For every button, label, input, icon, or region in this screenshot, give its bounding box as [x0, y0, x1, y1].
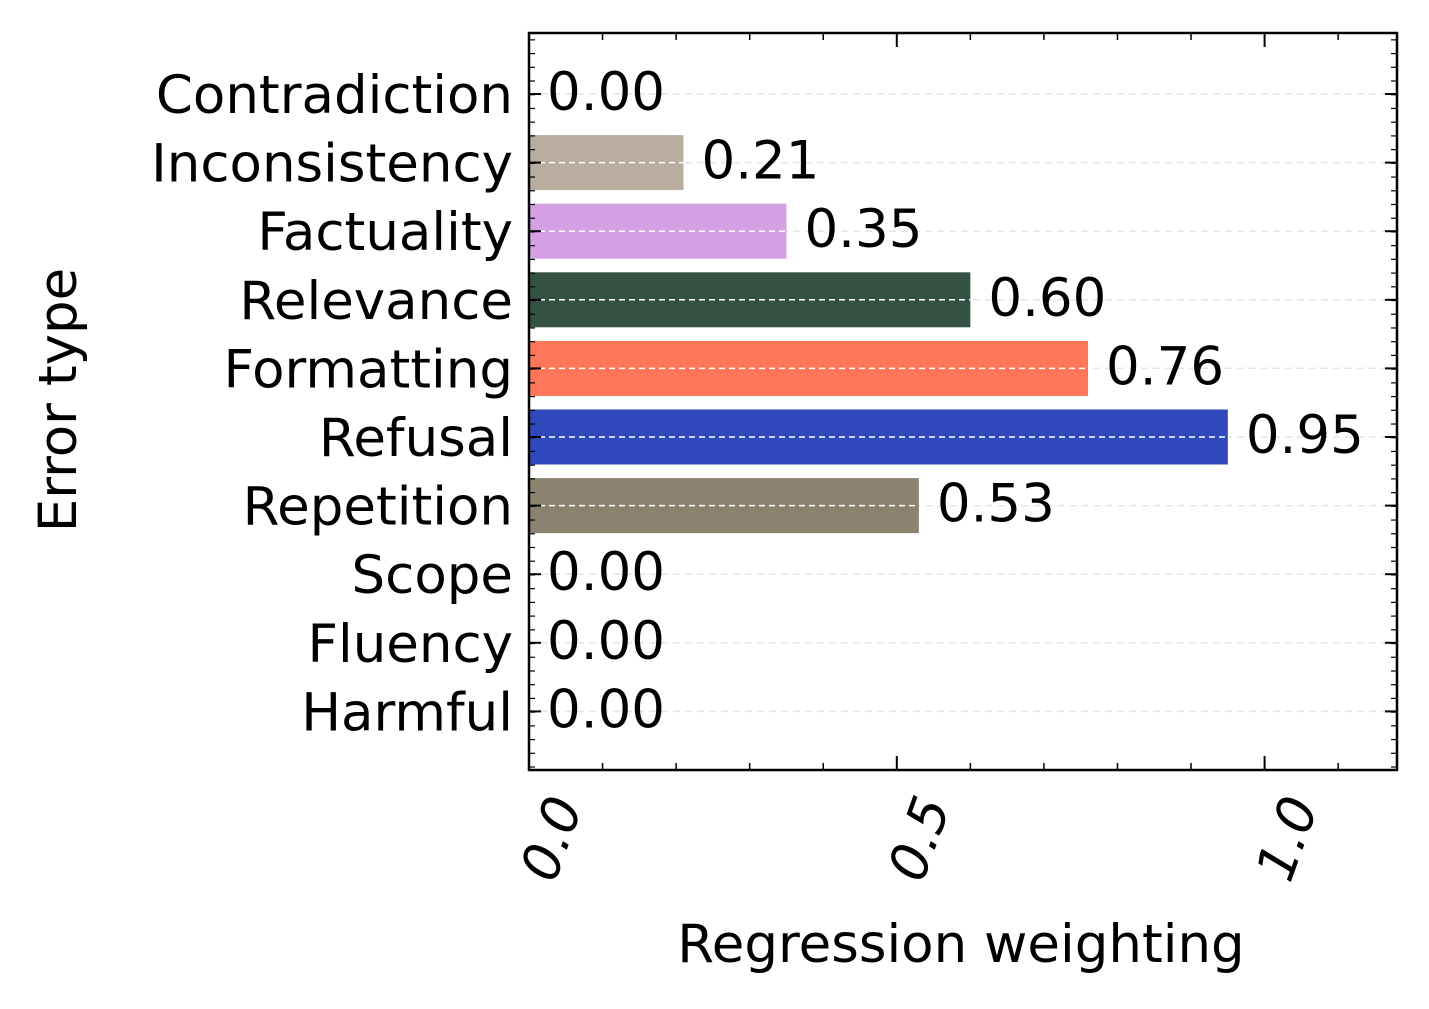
x-axis-title: Regression weighting	[677, 914, 1244, 975]
data-label-factuality: 0.35	[804, 199, 922, 260]
data-label-scope: 0.00	[547, 542, 665, 603]
category-labels: Contradiction Inconsistency Factuality Rele…	[151, 65, 513, 743]
category-label-repetition: Repetition	[243, 477, 513, 538]
data-label-fluency: 0.00	[547, 611, 665, 672]
x-tick-label-2: 1.0	[1245, 789, 1331, 889]
category-label-relevance: Relevance	[239, 271, 513, 332]
y-axis-title: Error type	[28, 268, 89, 532]
data-label-harmful: 0.00	[547, 679, 665, 740]
category-label-fluency: Fluency	[307, 614, 513, 675]
x-tick-label-1: 0.5	[877, 789, 963, 889]
data-labels: 0.00 0.21 0.35 0.600.76 0.95 0.53 0.00 0.00 0.00	[547, 62, 1364, 740]
x-tick-labels: 0.0 0.5 1.0	[509, 789, 1331, 889]
category-label-refusal: Refusal	[319, 408, 513, 469]
data-label-refusal: 0.95	[1246, 405, 1364, 466]
data-label-relevance: 0.60	[988, 268, 1106, 329]
data-label-formatting: 0.76	[1106, 336, 1224, 397]
bar-factuality	[529, 203, 787, 259]
category-label-formatting: Formatting	[223, 339, 513, 400]
category-label-factuality: Factuality	[257, 202, 513, 263]
bars	[529, 135, 1228, 534]
plot-frame	[527, 31, 1399, 772]
bar-grid-overlay	[529, 161, 1228, 507]
x-tick-label-0: 0.0	[509, 789, 595, 889]
data-label-contradiction: 0.00	[547, 62, 665, 123]
category-label-inconsistency: Inconsistency	[151, 134, 513, 195]
axis-ticks	[528, 33, 1397, 770]
data-label-repetition: 0.53	[937, 474, 1055, 535]
data-label-inconsistency: 0.21	[701, 131, 819, 192]
category-label-scope: Scope	[352, 545, 513, 606]
category-label-contradiction: Contradiction	[156, 65, 513, 126]
category-label-harmful: Harmful	[301, 682, 513, 743]
